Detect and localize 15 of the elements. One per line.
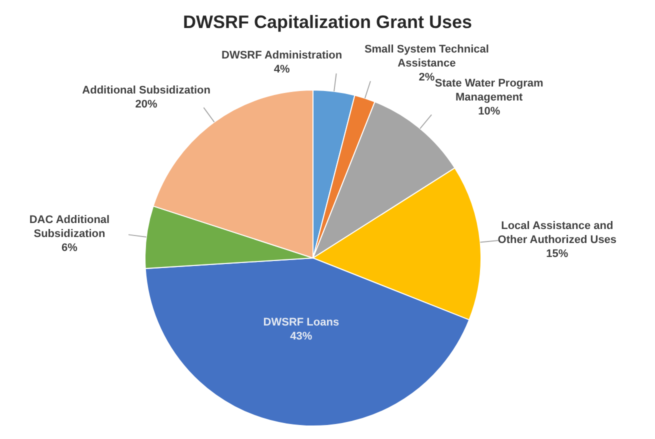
data-label: 4% xyxy=(274,63,290,76)
data-label: 10% xyxy=(478,106,500,118)
data-label: 15% xyxy=(546,248,568,260)
data-label: 20% xyxy=(135,98,158,110)
data-label: 6% xyxy=(62,242,78,254)
data-label: 43% xyxy=(290,330,312,343)
chart-title: DWSRF Capitalization Grant Uses xyxy=(182,12,474,33)
slice-label: State Water Program Management xyxy=(434,78,544,104)
slice-label: DWSRF Administration xyxy=(222,49,342,62)
slice-label: Local Assistance and Other Authorized Uses xyxy=(498,220,617,246)
slice-label: Small System Technical Assistance xyxy=(364,43,489,70)
slice-label: Additional Subsidization xyxy=(82,84,211,96)
slice-label: DAC Additional Subsidization xyxy=(29,214,110,240)
slice-label: DWSRF Loans xyxy=(263,316,340,329)
data-label: 2% xyxy=(418,71,435,84)
